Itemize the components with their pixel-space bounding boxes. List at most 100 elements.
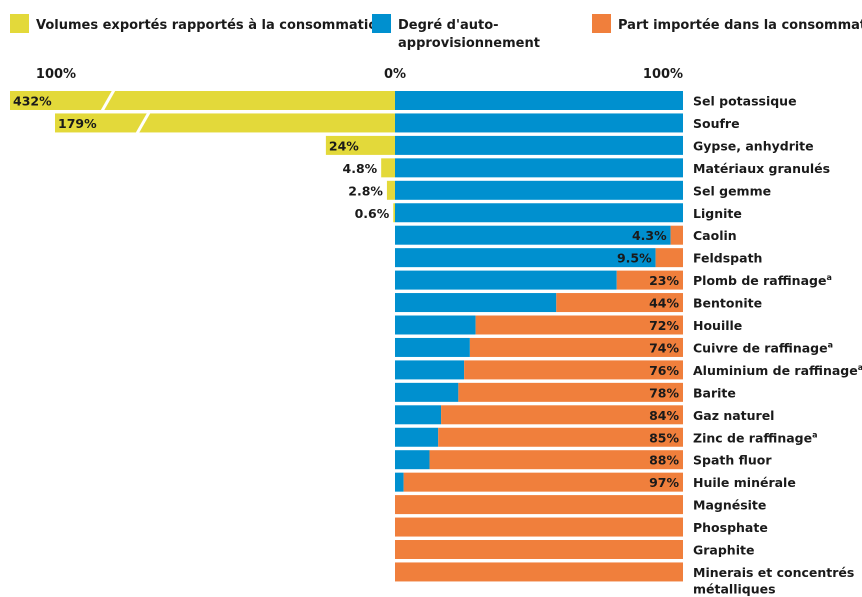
category-label: Graphite [693,543,754,558]
legend-swatch-self [372,14,391,33]
data-label-exported: 179% [58,116,97,131]
bar-imported [464,360,683,380]
data-label-imported: 84% [649,408,679,423]
data-label-exported: 2.8% [348,183,383,198]
legend-swatch-imported [592,14,611,33]
category-footnote-marker: a [826,273,831,282]
bar-self-sufficiency [395,360,465,380]
category-label: Zinc de raffinagea [693,430,818,445]
bar-imported [655,248,683,268]
category-label: Plomb de raffinagea [693,273,832,288]
bar-exported [381,158,395,178]
bar-imported [403,472,683,492]
bar-row: 88% Spath fluor [395,450,772,470]
bar-row: 97% Huile minérale [395,472,796,492]
axis-tick-left: 100% [36,67,76,82]
bar-imported [395,495,683,515]
bar-imported [475,315,683,335]
data-label-exported: 0.6% [355,206,390,221]
bar-row: 24% Gypse, anhydrite [325,135,814,155]
bar-exported [393,203,395,223]
category-label: Spath fluor [693,453,772,468]
legend-label-self-line1: Degré d'auto- [398,18,499,33]
bar-self-sufficiency [395,405,442,425]
bar-self-sufficiency [395,158,683,178]
data-label-imported: 9.5% [617,251,652,266]
bar-row: 4.8% Matériaux granulés [343,158,830,178]
data-label-imported: 74% [649,340,679,355]
bar-row: 0.6% Lignite [355,203,742,223]
bar-imported [469,337,683,357]
category-label: Cuivre de raffinagea [693,340,833,355]
axis-tick-center: 0% [384,67,406,82]
bar-self-sufficiency [395,248,656,268]
bar-row: 44% Bentonite [395,293,762,313]
bar-row: 72% Houille [395,315,742,335]
category-footnote-marker: a [828,340,833,349]
category-label: Matériaux granulés [693,161,830,176]
data-label-imported: 4.3% [632,228,667,243]
bar-self-sufficiency [395,472,404,492]
bar-row: 179% Soufre [55,111,740,135]
category-label: Gaz naturel [693,408,774,423]
axis-break-mark [100,89,116,112]
data-label-imported: 23% [649,273,679,288]
bar-row: 432% Sel potassique [10,89,797,112]
bar-imported [670,225,683,245]
data-label-imported: 88% [649,453,679,468]
data-label-imported: 85% [649,430,679,445]
axis-break-mark [135,111,151,135]
data-label-exported: 432% [13,94,52,109]
bar-imported [458,382,683,402]
category-label-line2: métalliques [693,581,776,596]
data-label-exported: 24% [329,138,359,153]
bar-self-sufficiency [395,337,470,357]
category-footnote-marker: a [858,363,862,372]
bar-imported [441,405,683,425]
bar-self-sufficiency [395,315,476,335]
category-label: Caolin [693,228,737,243]
bar-imported [395,562,683,582]
bar-imported [395,517,683,537]
category-label: Sel potassique [693,94,797,109]
bar-row: 74% Cuivre de raffinagea [395,337,833,357]
category-label: Phosphate [693,520,768,535]
data-label-imported: 72% [649,318,679,333]
axis-tick-right: 100% [643,67,683,82]
category-label: Lignite [693,206,742,221]
legend-label-self-line2: approvisionnement [398,36,540,51]
legend: Volumes exportés rapportés à la consomma… [10,14,862,51]
bar-row: Graphite [395,540,754,559]
bar-exported [386,180,395,200]
data-label-imported: 76% [649,363,679,378]
bar-self-sufficiency [395,135,683,155]
bar-row: 9.5% Feldspath [395,248,762,268]
category-label: Huile minérale [693,475,796,490]
category-label: Minerais et concentrés [693,565,854,580]
category-label: Houille [693,318,742,333]
bar-self-sufficiency [395,427,439,447]
category-label: Gypse, anhydrite [693,138,814,153]
bar-exported [55,113,395,133]
bar-row: Phosphate [395,517,768,537]
bar-self-sufficiency [395,91,683,110]
category-footnote-marker: a [812,430,817,439]
bar-exported [10,91,395,110]
axis: 100% 0% 100% [36,67,683,82]
bar-self-sufficiency [395,203,683,223]
category-label: Feldspath [693,251,762,266]
category-label: Soufre [693,116,740,131]
legend-label-exported: Volumes exportés rapportés à la consomma… [36,18,387,33]
bar-self-sufficiency [395,180,683,200]
legend-swatch-exported [10,14,29,33]
bar-row: 84% Gaz naturel [395,405,774,425]
bar-exported [325,135,395,155]
data-label-imported: 78% [649,385,679,400]
bar-row: Magnésite [395,495,766,515]
bar-self-sufficiency [395,382,459,402]
bar-row: 85% Zinc de raffinagea [395,427,818,447]
bar-row: 76% Aluminium de raffinagea [395,360,862,380]
bar-imported [438,427,683,447]
